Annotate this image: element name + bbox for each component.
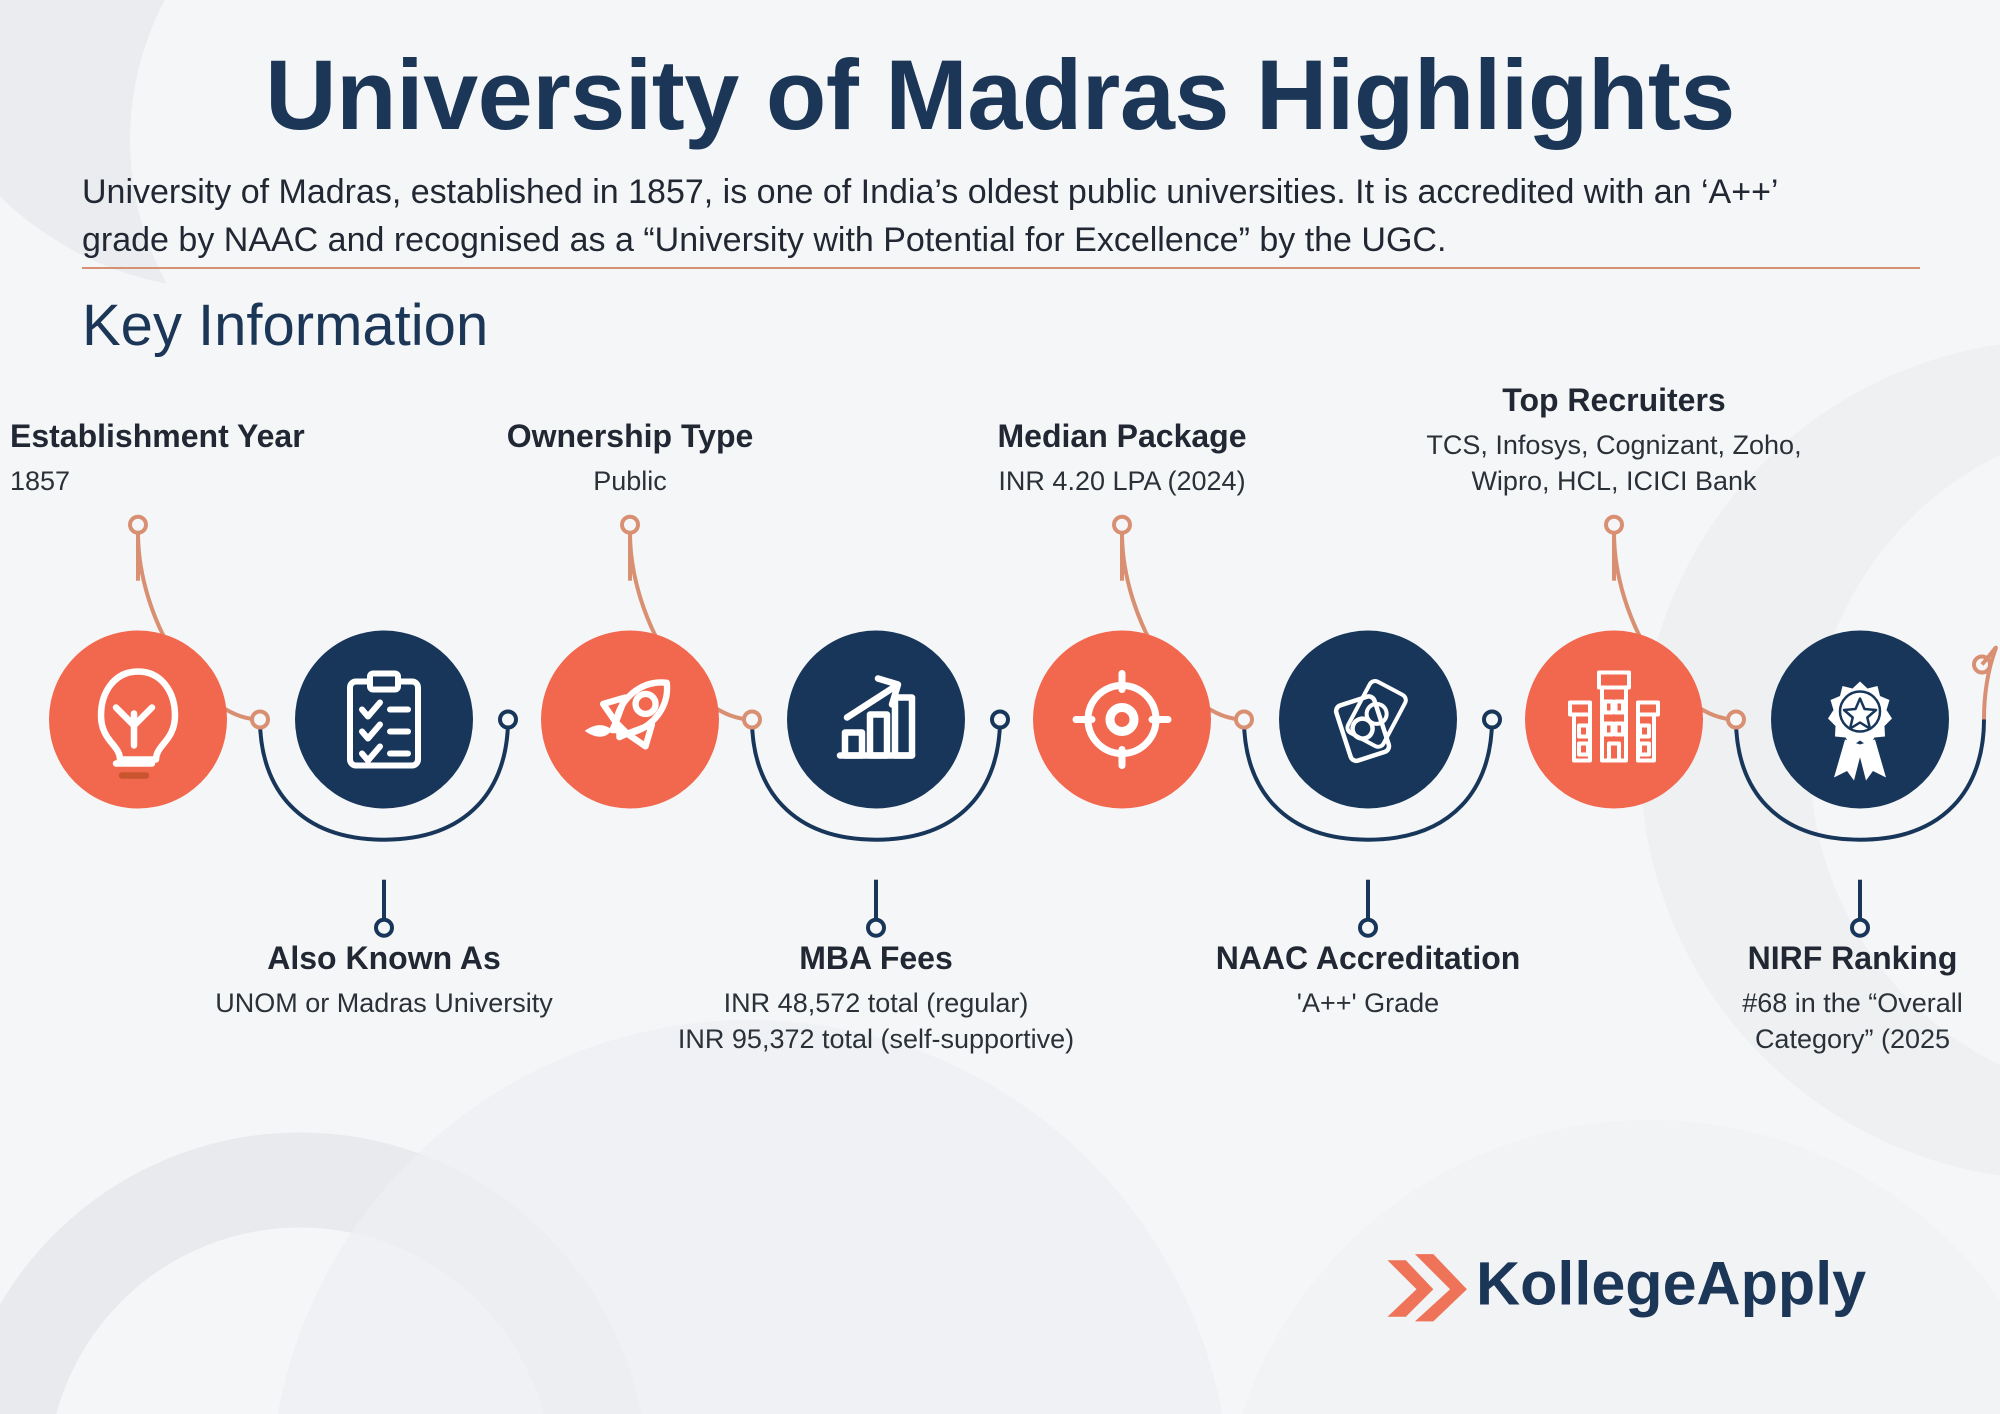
svg-text:KollegeApply: KollegeApply [1476,1250,1866,1318]
